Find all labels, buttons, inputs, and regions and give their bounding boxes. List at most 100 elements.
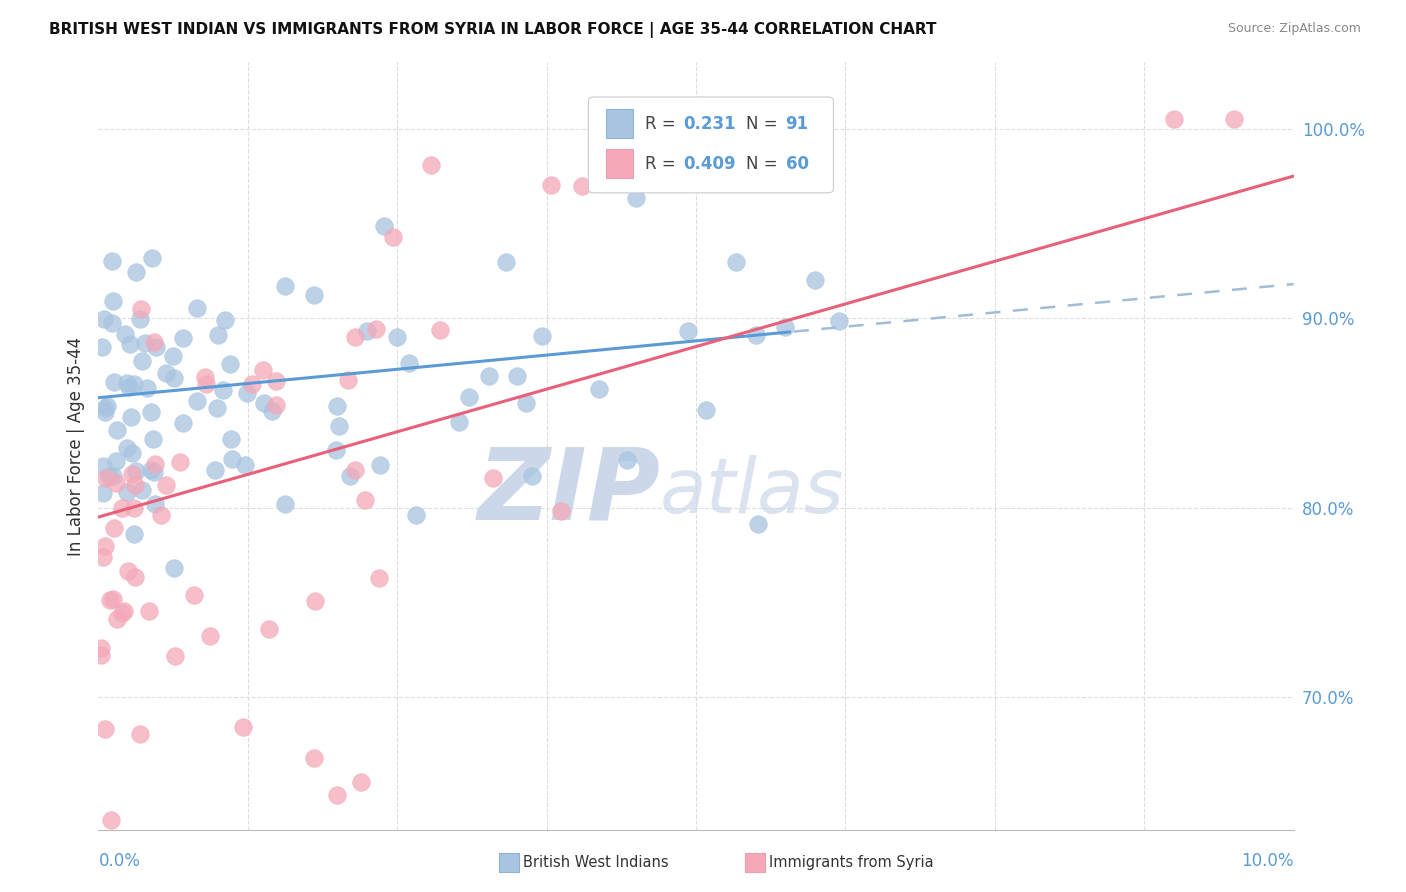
Point (131, 483, 153, 498)
Point (405, 508, 427, 522)
Point (131, 354, 153, 368)
Point (212, 383, 235, 397)
Point (482, 471, 505, 485)
Point (773, 320, 796, 334)
Point (101, 468, 124, 483)
Point (381, 230, 404, 244)
Point (136, 381, 159, 395)
Point (98, 593, 122, 607)
Point (143, 497, 166, 511)
Point (134, 335, 156, 350)
Point (685, 112, 707, 127)
Point (1223, 112, 1246, 127)
Point (90, 640, 112, 655)
Point (100, 813, 122, 827)
Point (115, 485, 138, 500)
Point (260, 404, 283, 418)
Point (145, 340, 167, 354)
Point (274, 497, 297, 511)
Point (233, 458, 256, 472)
Point (122, 527, 145, 541)
Point (163, 561, 186, 575)
Text: R =: R = (644, 115, 675, 133)
Point (121, 446, 143, 460)
Point (103, 592, 125, 607)
Point (98, 469, 121, 483)
Point (163, 648, 186, 663)
Point (326, 789, 349, 803)
Point (163, 370, 186, 384)
Point (117, 441, 139, 455)
Point (302, 288, 325, 302)
Point (626, 191, 648, 205)
Point (420, 158, 443, 172)
Point (139, 463, 162, 477)
Point (522, 469, 544, 483)
Point (129, 301, 152, 316)
Text: 0.0%: 0.0% (98, 852, 141, 871)
Point (328, 419, 350, 434)
Point (350, 775, 373, 789)
Point (155, 478, 177, 492)
Point (93, 311, 115, 326)
Text: R =: R = (644, 154, 675, 173)
Point (745, 327, 768, 342)
Point (138, 604, 160, 618)
Point (129, 312, 152, 326)
Point (478, 369, 501, 384)
Point (540, 178, 562, 192)
Point (94, 539, 117, 553)
Point (325, 442, 347, 457)
Point (124, 478, 146, 492)
Point (118, 380, 141, 394)
Point (90, 340, 112, 354)
Point (125, 265, 148, 279)
Y-axis label: In Labor Force | Age 35-44: In Labor Force | Age 35-44 (66, 336, 84, 556)
Point (515, 396, 537, 410)
Point (162, 349, 184, 363)
Point (458, 390, 481, 404)
Point (121, 467, 143, 481)
Point (218, 358, 240, 372)
Point (112, 604, 135, 618)
Point (91, 458, 114, 473)
Point (103, 521, 125, 535)
Point (105, 612, 128, 626)
Point (111, 501, 134, 516)
Point (101, 317, 124, 331)
FancyBboxPatch shape (606, 109, 633, 138)
FancyBboxPatch shape (606, 149, 633, 178)
Text: 10.0%: 10.0% (1241, 852, 1294, 871)
Point (96, 399, 118, 413)
Point (93, 405, 115, 419)
Text: 0.409: 0.409 (683, 154, 735, 173)
Point (336, 373, 359, 387)
Point (141, 252, 163, 266)
Point (124, 570, 146, 584)
Point (214, 313, 236, 327)
Point (118, 336, 141, 351)
Point (94, 471, 117, 485)
Text: ZIP: ZIP (477, 443, 661, 541)
Point (94, 722, 117, 736)
Point (145, 457, 167, 471)
Text: atlas: atlas (661, 455, 845, 529)
Text: Source: ZipAtlas.com: Source: ZipAtlas.com (1227, 22, 1361, 36)
Point (747, 517, 769, 532)
Point (105, 423, 128, 437)
Text: N =: N = (747, 115, 778, 133)
Point (142, 432, 165, 446)
Point (695, 402, 717, 417)
Point (183, 588, 205, 602)
Point (495, 255, 517, 269)
Point (129, 727, 152, 741)
Point (373, 219, 395, 234)
Point (221, 451, 243, 466)
Point (103, 294, 125, 309)
Point (803, 273, 825, 287)
Point (91, 550, 114, 565)
Point (429, 323, 451, 337)
Point (94, 401, 117, 415)
Point (121, 410, 143, 425)
Point (588, 382, 610, 396)
